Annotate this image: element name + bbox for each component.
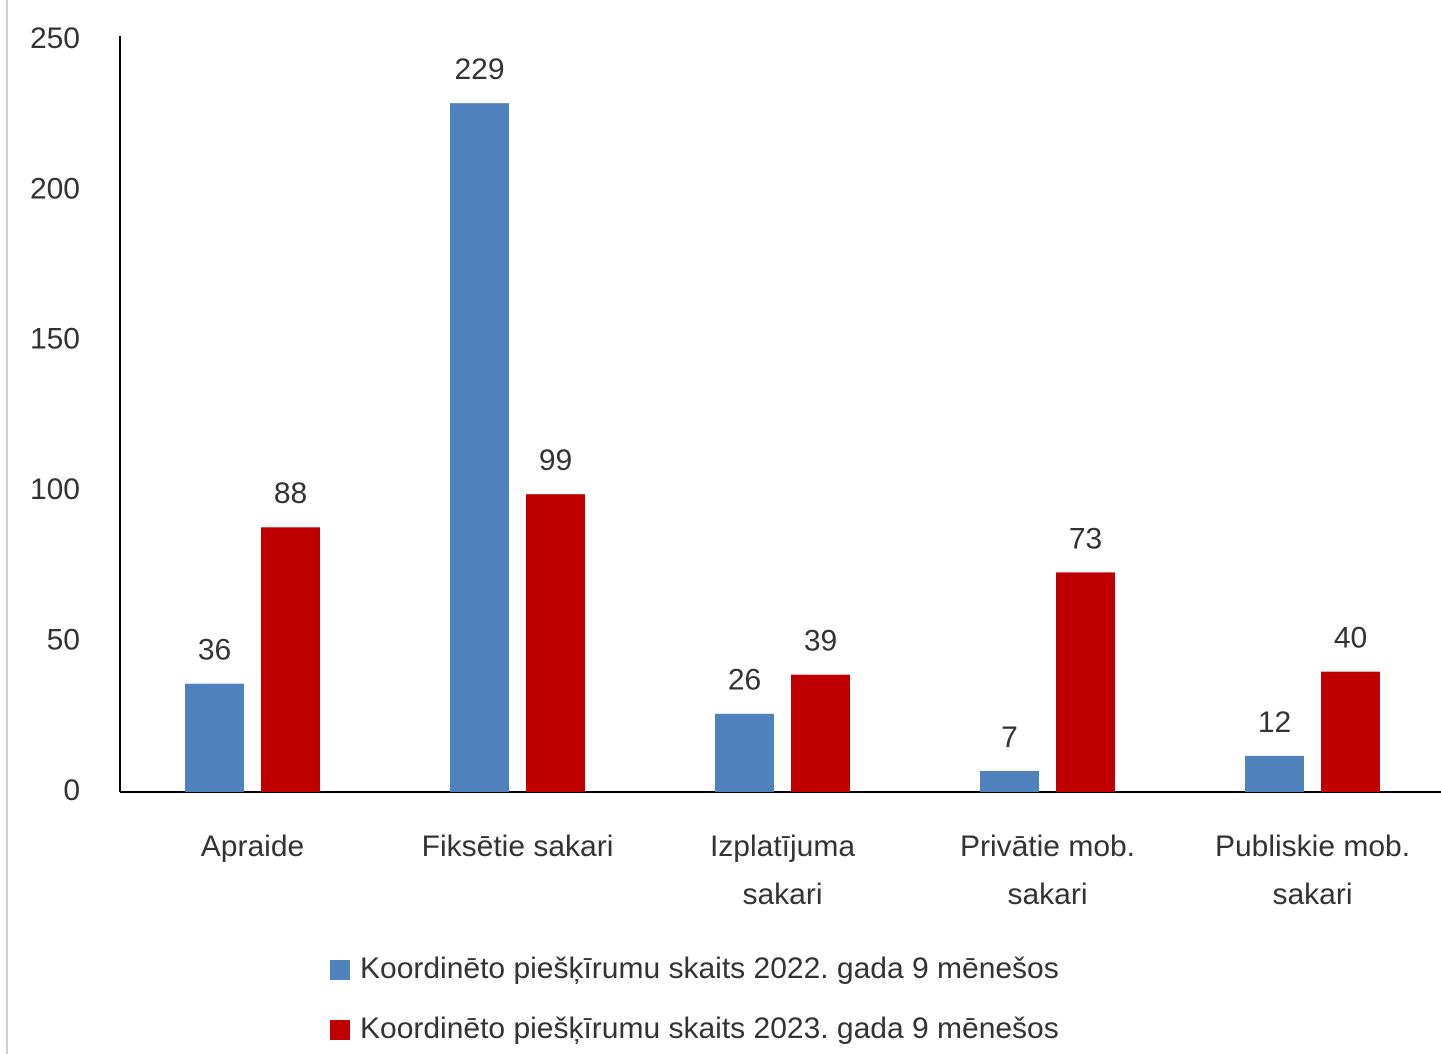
y-tick-label: 0 <box>63 774 80 807</box>
value-label: 26 <box>728 664 761 697</box>
value-label: 88 <box>274 477 307 510</box>
value-label: 7 <box>1001 721 1018 754</box>
value-label: 39 <box>804 625 837 658</box>
bar <box>1245 755 1304 792</box>
x-tick-label: Apraide <box>201 830 304 863</box>
y-tick-label: 200 <box>30 172 80 205</box>
bar <box>261 527 320 792</box>
value-label: 73 <box>1069 522 1102 555</box>
value-label: 99 <box>539 444 572 477</box>
x-tick-label: Privātie mob. sakari <box>960 830 1135 911</box>
x-tick-label: Publiskie mob. sakari <box>1215 830 1410 911</box>
bar <box>791 674 850 792</box>
y-tick-label: 250 <box>30 22 80 55</box>
y-tick-label: 50 <box>47 624 80 657</box>
x-tick-label: Izplatījuma sakari <box>710 830 855 911</box>
y-tick-label: 100 <box>30 473 80 506</box>
value-label: 229 <box>454 53 504 86</box>
bar <box>1321 671 1380 792</box>
y-tick-label: 150 <box>30 323 80 356</box>
value-label: 40 <box>1334 622 1367 655</box>
legend-swatch <box>330 960 350 980</box>
x-tick-label: Fiksētie sakari <box>422 830 614 863</box>
bar <box>980 770 1039 792</box>
bar <box>1056 572 1115 792</box>
value-label: 36 <box>198 634 231 667</box>
bar <box>715 713 774 792</box>
bar <box>526 494 585 792</box>
value-label: 12 <box>1258 706 1291 739</box>
bar <box>450 103 509 793</box>
bar <box>185 683 244 792</box>
legend-label: Koordinēto piešķīrumu skaits 2022. gada … <box>360 952 1059 985</box>
legend-swatch <box>330 1020 350 1040</box>
legend-label: Koordinēto piešķīrumu skaits 2023. gada … <box>360 1012 1059 1045</box>
